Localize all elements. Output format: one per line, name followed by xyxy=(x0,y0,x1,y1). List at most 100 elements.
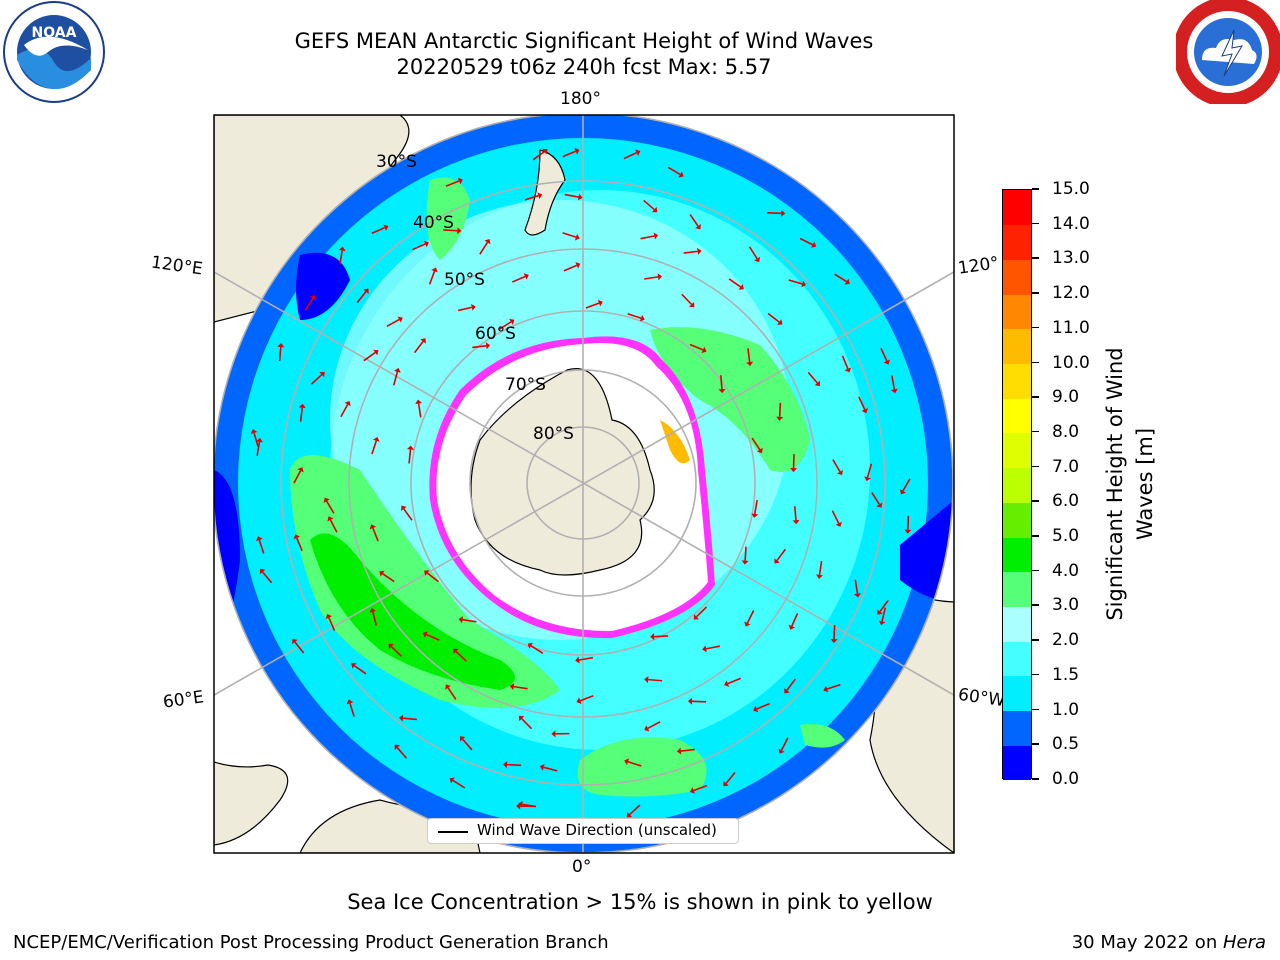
wind-arrow xyxy=(767,312,783,325)
wind-arrow xyxy=(293,534,303,552)
wind-wave-direction-arrows xyxy=(250,148,912,818)
wind-arrow xyxy=(445,684,457,700)
wind-arrow xyxy=(392,367,401,386)
wind-arrow xyxy=(369,607,378,626)
colorbar-tick-label: 0.5 xyxy=(1052,734,1080,755)
wind-arrow xyxy=(746,348,754,367)
wind-arrow xyxy=(644,676,663,684)
colorbar-tick xyxy=(1032,222,1039,225)
wind-arrow xyxy=(449,777,466,789)
wind-arrow xyxy=(576,695,594,705)
wind-arrow xyxy=(259,568,273,584)
wind-arrow xyxy=(871,492,883,508)
wind-arrow xyxy=(386,316,403,327)
colorbar-tick xyxy=(1032,500,1039,502)
colorbar-tick-label: 0.0 xyxy=(1052,769,1080,789)
wind-arrow xyxy=(831,510,842,527)
map-legend: Wind Wave Direction (unscaled) xyxy=(427,818,739,844)
colorbar-band xyxy=(1003,398,1031,434)
wind-arrow xyxy=(767,209,786,217)
wind-arrow xyxy=(644,721,661,732)
lat-label-30s: 30°S xyxy=(376,152,417,172)
wind-arrow xyxy=(627,313,645,322)
wind-arrow xyxy=(834,273,850,285)
wind-arrow xyxy=(751,437,763,454)
wind-arrow xyxy=(453,648,467,662)
wind-arrow xyxy=(498,318,515,331)
footer-host: Hera xyxy=(1222,932,1266,953)
colorbar-band xyxy=(1003,432,1031,469)
wind-arrow xyxy=(823,683,841,693)
lat-label-40s: 40°S xyxy=(413,213,454,233)
colorbar-tick xyxy=(1032,361,1039,364)
colorbar-band xyxy=(1003,224,1031,260)
colorbar-title-line1: Significant Height of Wind xyxy=(1103,347,1127,621)
wind-arrow xyxy=(792,506,800,525)
colorbar-tick xyxy=(1032,778,1039,780)
colorbar-tick xyxy=(1032,604,1039,606)
wind-arrow xyxy=(724,677,742,687)
colorbar-tick xyxy=(1032,396,1039,398)
wind-arrow xyxy=(518,715,533,730)
colorbar-tick-label: 1.0 xyxy=(1052,699,1080,720)
wind-arrow xyxy=(878,607,887,626)
wind-arrow xyxy=(424,570,439,583)
lat-label-60s: 60°S xyxy=(475,324,516,344)
colorbar-tick xyxy=(1032,430,1039,433)
wind-arrow xyxy=(626,804,641,818)
wind-arrow xyxy=(693,606,708,620)
wind-arrow xyxy=(293,467,304,484)
colorbar-tick-label: 14.0 xyxy=(1052,213,1090,234)
lon-label-180: 180° xyxy=(560,89,601,109)
wind-arrow xyxy=(325,614,336,631)
lat-label-70s: 70°S xyxy=(505,375,546,395)
legend-line-sample xyxy=(438,831,468,833)
wind-arrow xyxy=(388,643,402,657)
wind-arrow xyxy=(858,396,868,414)
wind-arrow xyxy=(643,199,658,213)
lat-label-50s: 50°S xyxy=(444,270,485,290)
wind-arrow xyxy=(516,802,535,810)
colorbar-tick-label: 10.0 xyxy=(1052,352,1090,373)
wind-arrow xyxy=(774,548,787,564)
colorbar-tick-label: 4.0 xyxy=(1052,560,1080,581)
colorbar-tick-label: 5.0 xyxy=(1052,526,1080,547)
wind-arrow xyxy=(676,747,695,755)
wind-arrow xyxy=(445,177,463,187)
wind-arrow xyxy=(650,633,669,641)
wind-arrow xyxy=(784,678,796,694)
wind-arrow xyxy=(563,262,581,272)
wind-arrow xyxy=(890,375,898,394)
wind-arrow xyxy=(899,478,911,495)
wind-arrow xyxy=(428,267,438,285)
wind-arrow xyxy=(255,536,265,554)
lat-label-80s: 80°S xyxy=(533,424,574,444)
colorbar-tick-label: 9.0 xyxy=(1052,387,1080,408)
wind-arrow xyxy=(292,638,305,654)
wind-arrow xyxy=(406,445,414,464)
wind-arrow xyxy=(744,610,755,627)
wind-arrow xyxy=(644,273,662,281)
wind-arrow xyxy=(778,737,789,754)
colorbar-tick xyxy=(1032,569,1039,572)
wind-arrow xyxy=(776,402,784,421)
colorbar-tick-label: 6.0 xyxy=(1052,491,1080,512)
wind-arrow xyxy=(310,371,325,385)
colorbar-tick xyxy=(1032,326,1039,329)
wind-arrow xyxy=(877,599,889,615)
wind-arrow xyxy=(338,246,346,265)
wind-arrow xyxy=(689,343,707,354)
wind-arrow xyxy=(790,454,798,473)
wind-arrow xyxy=(532,148,548,161)
colorbar-tick-label: 11.0 xyxy=(1052,317,1090,338)
wind-arrow xyxy=(479,239,491,255)
footer-credit: NCEP/EMC/Verification Post Processing Pr… xyxy=(13,932,609,953)
colorbar-band xyxy=(1003,190,1031,226)
colorbar-band xyxy=(1003,467,1031,503)
wind-arrow xyxy=(562,232,580,241)
wind-arrow xyxy=(702,645,721,653)
colorbar-title: Significant Height of Wind Waves [m] xyxy=(1100,284,1160,684)
wind-arrow xyxy=(460,736,473,751)
wind-arrow xyxy=(741,546,749,565)
wind-arrow xyxy=(624,758,642,767)
